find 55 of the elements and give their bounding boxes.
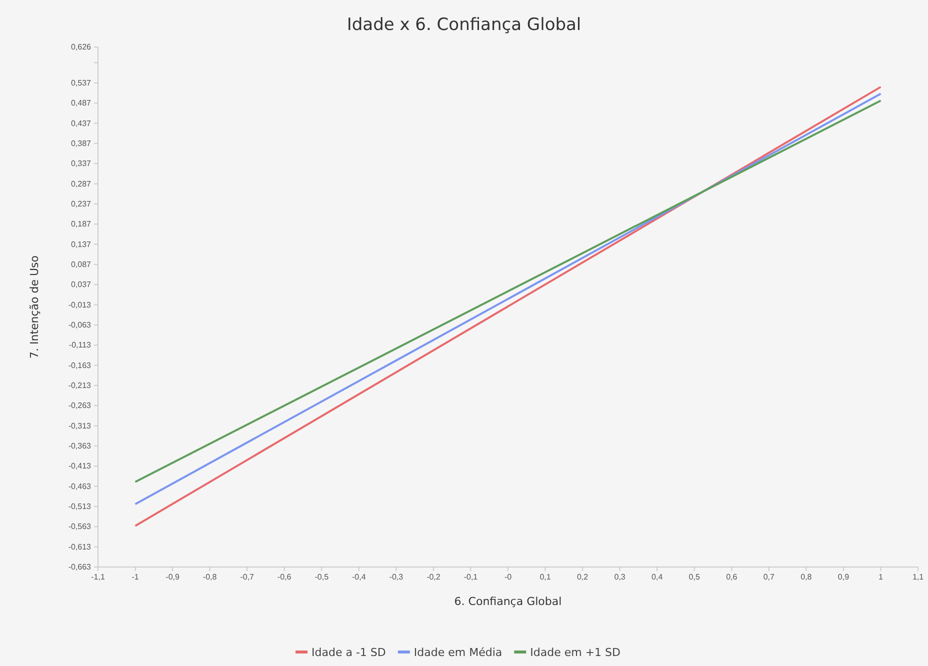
x-tick-label: -0,1 [464, 572, 478, 582]
y-tick-label: -0,413 [68, 462, 92, 471]
y-tick-label: 0,437 [70, 118, 92, 128]
y-tick-label: -0,663 [68, 562, 92, 572]
x-tick-label: -0,3 [389, 572, 404, 582]
x-tick-label: -0,4 [352, 572, 366, 582]
y-tick-label: -0,063 [68, 320, 92, 330]
y-tick-label: -0,463 [68, 482, 92, 491]
y-tick-label: -0,013 [68, 300, 92, 310]
legend-label: Idade a -1 SD [312, 646, 386, 659]
x-tick-label: 0,4 [652, 572, 664, 582]
x-tick-label: 0,6 [726, 572, 738, 582]
x-tick-label: 0,7 [763, 572, 776, 582]
y-axis-title: 7. Intenção de Uso [28, 255, 41, 359]
x-tick-label: -1,1 [91, 572, 106, 582]
x-tick-label: 0,5 [688, 572, 700, 582]
x-tick-label: -0,8 [202, 572, 218, 582]
y-tick-label: -0,613 [68, 542, 92, 552]
y-tick-label: -0,163 [68, 360, 92, 370]
x-tick-label: 0,2 [576, 572, 589, 582]
x-tick-label: -0,5 [314, 572, 330, 582]
legend-label: Idade em Média [414, 646, 502, 659]
x-tick-label: -0,6 [277, 572, 292, 582]
x-tick-label: -0,9 [166, 572, 180, 582]
x-tick-label: 1 [878, 572, 884, 582]
legend-label: Idade em +1 SD [530, 646, 620, 659]
y-tick-label: 0,387 [70, 138, 92, 148]
y-tick-label: -0,513 [68, 502, 92, 512]
y-tick-label: 0,287 [70, 179, 92, 188]
y-tick-label: 0,137 [70, 240, 92, 249]
y-tick-label: 0,037 [70, 280, 92, 290]
y-tick-label: 0,087 [70, 260, 92, 269]
chart-title: Idade x 6. Confiança Global [346, 15, 582, 35]
y-tick-label: 0,487 [70, 98, 92, 108]
y-tick-label: 0,337 [70, 159, 92, 168]
y-tick-label: -0,313 [68, 421, 92, 430]
y-tick-label: -0,213 [68, 381, 92, 390]
x-tick-label: 0,9 [838, 572, 850, 582]
y-tick-label: 0,187 [70, 220, 92, 229]
x-axis-title: 6. Confiança Global [454, 595, 562, 608]
x-tick-label: -0,7 [240, 572, 255, 582]
x-tick-label: -0 [504, 572, 512, 582]
x-tick-label: -1 [132, 572, 140, 582]
y-tick-label: -0,113 [68, 340, 92, 350]
x-tick-label: -0,2 [426, 572, 441, 582]
x-tick-label: 0,1 [540, 572, 552, 582]
y-tick-label: -0,363 [68, 442, 92, 451]
x-tick-label: 0,8 [800, 572, 812, 582]
x-tick-label: 1,1 [912, 572, 924, 582]
y-tick-label: -0,563 [68, 522, 92, 532]
y-tick-label: 0,537 [70, 78, 92, 88]
x-tick-label: 0,3 [614, 572, 626, 582]
y-tick-label: 0,626 [70, 42, 92, 52]
y-tick-label: -0,263 [68, 401, 92, 410]
y-tick-label: 0,237 [70, 199, 92, 208]
